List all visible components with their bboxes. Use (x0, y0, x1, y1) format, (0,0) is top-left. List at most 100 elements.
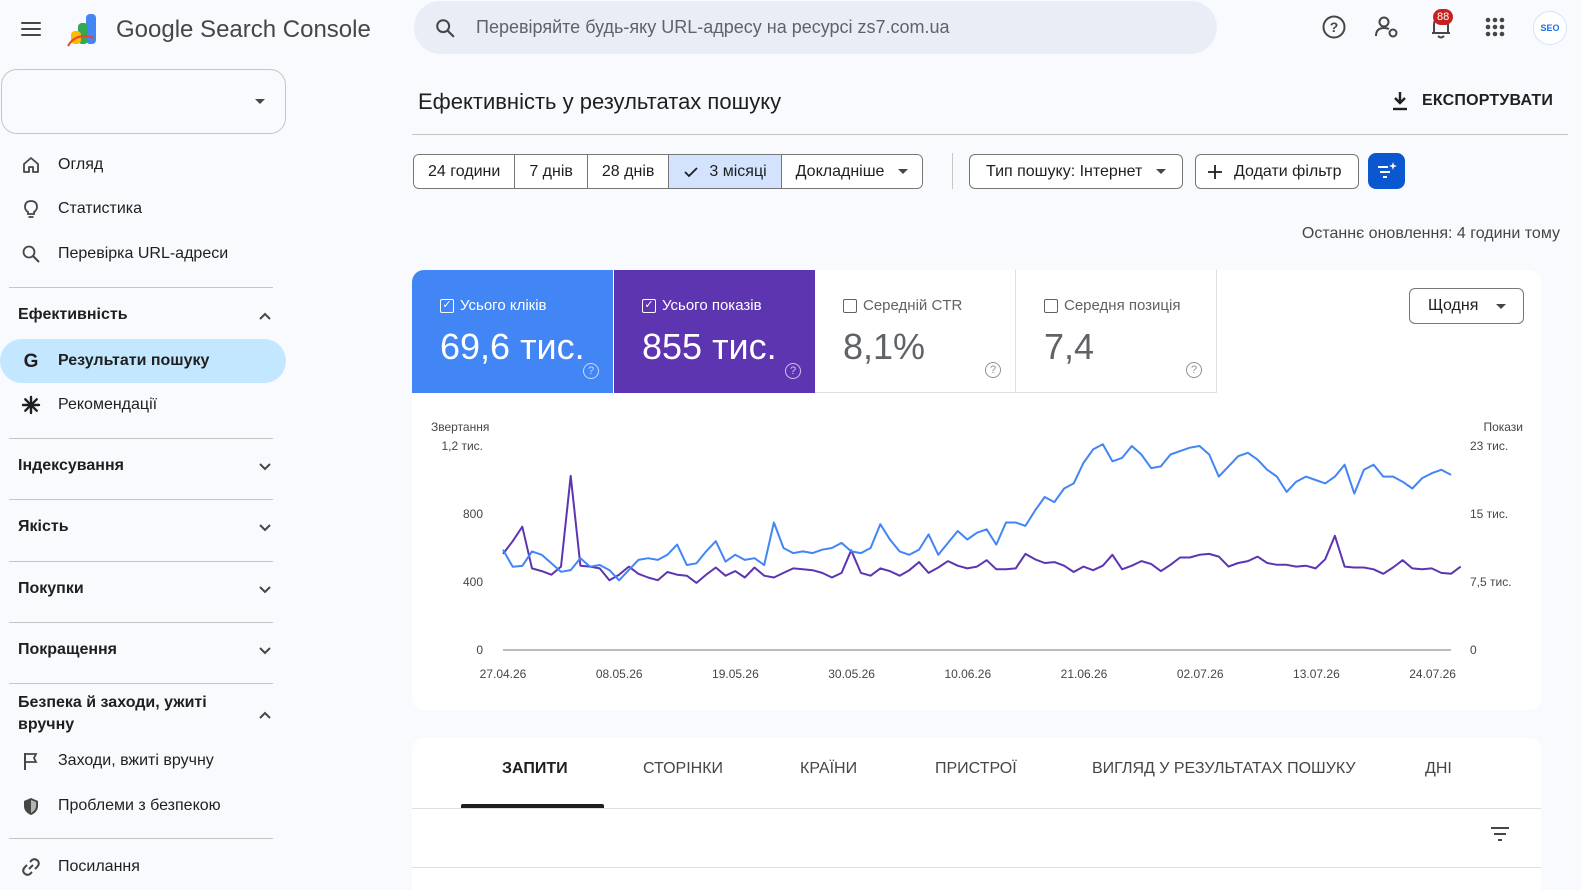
shield-icon (20, 795, 42, 817)
url-inspect-search[interactable] (414, 1, 1217, 54)
sidebar-item-security-issues[interactable]: Проблеми з безпекою (0, 784, 286, 828)
manage-users-icon[interactable] (1372, 12, 1402, 42)
caret-down-icon (1496, 304, 1506, 309)
range-7d[interactable]: 7 днів (515, 155, 588, 188)
search-type-filter[interactable]: Тип пошуку: Інтернет (969, 154, 1184, 189)
tab-devices[interactable]: ПРИСТРОЇ (935, 760, 1017, 777)
impressions-series-line (502, 474, 1462, 584)
metric-total-impressions[interactable]: ✓ Усього показів 855 тис. ? (614, 270, 815, 393)
tabs-divider (412, 808, 1541, 809)
granularity-label: Щодня (1428, 297, 1479, 314)
asterisk-icon (20, 394, 42, 416)
tab-queries[interactable]: ЗАПИТИ (502, 760, 568, 777)
sidebar-section-performance[interactable]: Ефективність (0, 304, 286, 328)
url-inspect-input[interactable] (476, 1, 1196, 54)
export-button[interactable]: ЕКСПОРТУВАТИ (1390, 86, 1553, 116)
sidebar-item-insights[interactable]: Статистика (0, 187, 286, 231)
sidebar-item-label: Рекомендації (58, 396, 158, 413)
checkbox-checked-icon[interactable]: ✓ (642, 298, 656, 313)
range-more-dropdown[interactable]: Докладніше (781, 155, 923, 188)
left-tick-label: 1,2 тис. (441, 439, 483, 453)
svg-text:G: G (24, 351, 39, 371)
range-label: 24 години (428, 162, 501, 180)
table-divider (412, 867, 1541, 868)
dimensions-card (412, 738, 1541, 890)
ai-filter-button[interactable] (1368, 153, 1405, 189)
sidebar-item-recommendations[interactable]: Рекомендації (0, 383, 286, 427)
x-tick-label: 27.04.26 (480, 667, 527, 681)
search-console-logo (67, 14, 96, 47)
property-selector[interactable] (1, 69, 286, 134)
help-icon[interactable]: ? (785, 363, 801, 379)
metric-average-ctr[interactable]: Середній CTR 8,1% ? (815, 270, 1016, 393)
sidebar-item-manual-actions[interactable]: Заходи, вжиті вручну (0, 739, 286, 783)
left-tick-label: 400 (463, 575, 483, 589)
help-icon[interactable]: ? (985, 362, 1001, 378)
date-range-selector: 24 години 7 днів 28 днів 3 місяці Доклад… (413, 154, 924, 189)
sidebar-section-quality[interactable]: Якість (0, 516, 286, 540)
range-3m[interactable]: 3 місяці (669, 155, 782, 188)
range-label: Докладніше (795, 162, 885, 180)
account-avatar[interactable]: SEO (1533, 11, 1567, 45)
section-label: Безпека й заходи, ужиті вручну (18, 694, 207, 733)
tab-search-appearance[interactable]: ВИГЛЯД У РЕЗУЛЬТАТАХ ПОШУКУ (1092, 760, 1356, 777)
plus-icon (1208, 164, 1222, 179)
sidebar-item-links[interactable]: Посилання (0, 845, 286, 889)
left-tick-label: 800 (463, 507, 483, 521)
x-tick-label: 30.05.26 (828, 667, 875, 681)
tab-dates[interactable]: ДНІ (1425, 760, 1452, 777)
sidebar-item-label: Огляд (58, 156, 104, 173)
apps-grid-icon[interactable] (1480, 12, 1510, 42)
sidebar-section-indexing[interactable]: Індексування (0, 455, 286, 479)
search-type-label: Тип пошуку: Інтернет (986, 162, 1143, 180)
caret-down-icon (898, 169, 909, 174)
help-icon[interactable]: ? (1186, 362, 1202, 378)
help-icon[interactable]: ? (1319, 12, 1349, 42)
sidebar-item-label: Результати пошуку (58, 352, 210, 369)
range-24h[interactable]: 24 години (414, 155, 516, 188)
sidebar-item-label: Статистика (58, 200, 143, 217)
main-menu-button[interactable] (14, 12, 48, 46)
chevron-down-icon (259, 586, 271, 594)
sidebar-item-url-inspection[interactable]: Перевірка URL-адреси (0, 232, 286, 276)
search-icon (20, 243, 42, 265)
sidebar-item-search-results[interactable]: G Результати пошуку (0, 339, 286, 383)
x-tick-label: 08.05.26 (596, 667, 643, 681)
sidebar-item-label: Проблеми з безпекою (58, 797, 221, 814)
metric-label: Усього показів (662, 297, 762, 314)
sidebar-section-security[interactable]: Безпека й заходи, ужиті вручну (0, 692, 286, 738)
caret-down-icon (255, 99, 265, 104)
table-filter-icon[interactable] (1488, 822, 1512, 846)
range-28d[interactable]: 28 днів (587, 155, 670, 188)
sidebar-divider (9, 499, 273, 500)
link-icon (20, 856, 42, 878)
range-label: 7 днів (529, 162, 573, 180)
checkbox-unchecked-icon[interactable] (843, 298, 857, 313)
x-tick-label: 02.07.26 (1177, 667, 1224, 681)
chevron-up-icon (259, 711, 271, 719)
right-tick-label: 15 тис. (1470, 507, 1508, 521)
sidebar-section-shopping[interactable]: Покупки (0, 578, 286, 602)
sidebar-item-overview[interactable]: Огляд (0, 143, 286, 187)
help-icon[interactable]: ? (583, 363, 599, 379)
lightbulb-icon (20, 198, 42, 220)
sidebar-section-enhancements[interactable]: Покращення (0, 639, 286, 663)
metric-label: Усього кліків (460, 297, 547, 314)
granularity-select[interactable]: Щодня (1409, 288, 1524, 324)
section-label: Ефективність (18, 306, 128, 323)
active-tab-indicator (461, 804, 604, 808)
add-filter-button[interactable]: Додати фільтр (1195, 154, 1359, 189)
metric-total-clicks[interactable]: ✓ Усього кліків 69,6 тис. ? (412, 270, 613, 393)
sidebar-divider (9, 683, 273, 684)
checkbox-unchecked-icon[interactable] (1044, 298, 1058, 313)
tab-pages[interactable]: СТОРІНКИ (643, 760, 724, 777)
metric-average-position[interactable]: Середня позиція 7,4 ? (1016, 270, 1217, 393)
chevron-down-icon (259, 463, 271, 471)
right-tick-label: 23 тис. (1470, 439, 1508, 453)
checkbox-checked-icon[interactable]: ✓ (440, 298, 454, 313)
tab-countries[interactable]: КРАЇНИ (800, 760, 858, 777)
app-title: Google Search Console (116, 16, 371, 43)
section-label: Індексування (18, 457, 124, 474)
sidebar-divider (9, 622, 273, 623)
performance-chart: Звертання Покази 0 400 800 1,2 тис. 0 7,5 тис. 1… (431, 420, 1523, 681)
